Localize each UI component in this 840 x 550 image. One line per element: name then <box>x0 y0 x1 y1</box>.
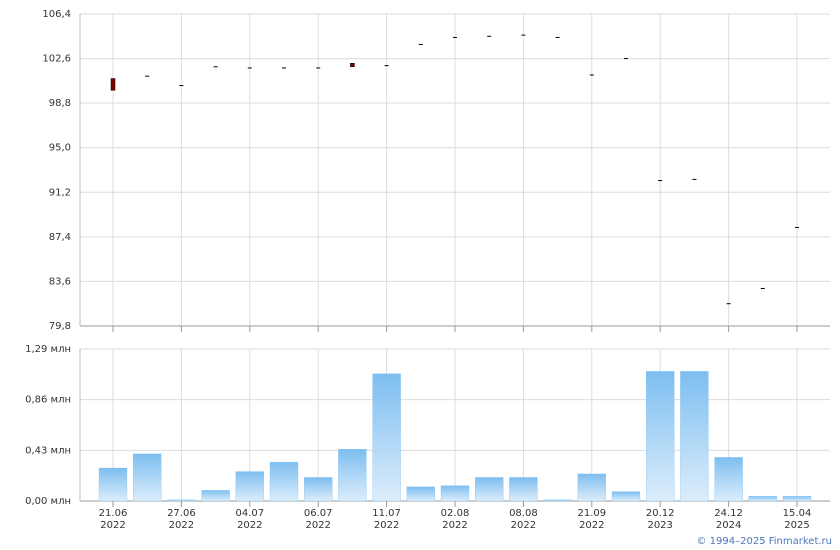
candle-body <box>760 287 765 289</box>
volume-bar <box>406 486 435 502</box>
volume-bar <box>133 453 162 502</box>
volume-bar <box>646 371 675 502</box>
x-tick-label: 21.09 2022 <box>577 508 607 531</box>
y-tick-label: 87,4 <box>49 232 71 243</box>
x-tick-label: 06.07 2022 <box>303 508 333 531</box>
candle-body <box>487 35 492 37</box>
volume-bar <box>577 473 606 502</box>
candle-body <box>179 85 184 87</box>
x-tick-label: 02.08 2022 <box>440 508 470 531</box>
candle-body <box>624 58 628 60</box>
volume-bar <box>714 457 743 502</box>
candle-body <box>453 36 457 38</box>
candle-body <box>110 78 116 91</box>
candle-body <box>726 303 731 305</box>
candle-body <box>555 36 560 38</box>
candle-body <box>658 180 663 182</box>
credit: © 1994–2025 Finmarket.ru <box>696 536 832 547</box>
candle-body <box>350 63 355 68</box>
candle-body <box>145 75 150 77</box>
y-tick-label: 1,29 млн <box>25 344 71 355</box>
y-tick-label: 102,6 <box>42 54 71 65</box>
volume-bar <box>680 371 709 502</box>
candle-body <box>282 67 286 69</box>
volume-bar <box>509 477 538 502</box>
y-tick-label: 83,6 <box>49 276 71 287</box>
candle-body <box>692 178 697 180</box>
candle-body <box>316 67 321 69</box>
y-tick-label: 98,8 <box>49 98 71 109</box>
y-tick-label: 0,43 млн <box>25 445 71 456</box>
volume-bar <box>440 485 470 502</box>
x-tick-label: 20.12 2023 <box>645 508 675 531</box>
y-tick-label: 0,00 млн <box>25 496 71 507</box>
volume-bar <box>543 499 572 502</box>
volume-bar <box>338 449 367 502</box>
volume-bar <box>98 467 128 502</box>
x-tick-label: 15.04 2025 <box>782 508 812 531</box>
candle-body <box>247 67 252 69</box>
volume-bar <box>748 496 777 502</box>
candle-body <box>795 226 799 228</box>
y-tick-label: 106,4 <box>42 9 71 20</box>
volume-bar <box>475 477 504 502</box>
volume-bar <box>201 490 230 502</box>
x-tick-label: 04.07 2022 <box>235 508 265 531</box>
candle-body <box>521 34 526 36</box>
candle-body <box>384 65 389 67</box>
y-tick-label: 95,0 <box>49 143 71 154</box>
y-tick-label: 91,2 <box>49 187 71 198</box>
volume-bar <box>782 496 812 502</box>
candle-body <box>213 66 218 68</box>
x-tick-label: 11.07 2022 <box>372 508 401 531</box>
x-tick-label: 08.08 2022 <box>509 508 538 531</box>
candle-body <box>589 74 594 76</box>
y-tick-label: 0,86 млн <box>25 395 71 406</box>
volume-bar <box>167 499 196 502</box>
volume-bar <box>372 373 401 502</box>
volume-bar <box>269 461 299 502</box>
x-tick-label: 21.06 2022 <box>98 508 128 531</box>
x-tick-label: 27.06 2022 <box>167 508 196 531</box>
candle-body <box>418 43 423 45</box>
x-tick-label: 24.12 2024 <box>714 508 743 531</box>
y-tick-label: 79,8 <box>49 321 71 332</box>
volume-bar <box>304 477 333 502</box>
volume-bar <box>235 471 264 502</box>
volume-bar <box>611 491 641 502</box>
